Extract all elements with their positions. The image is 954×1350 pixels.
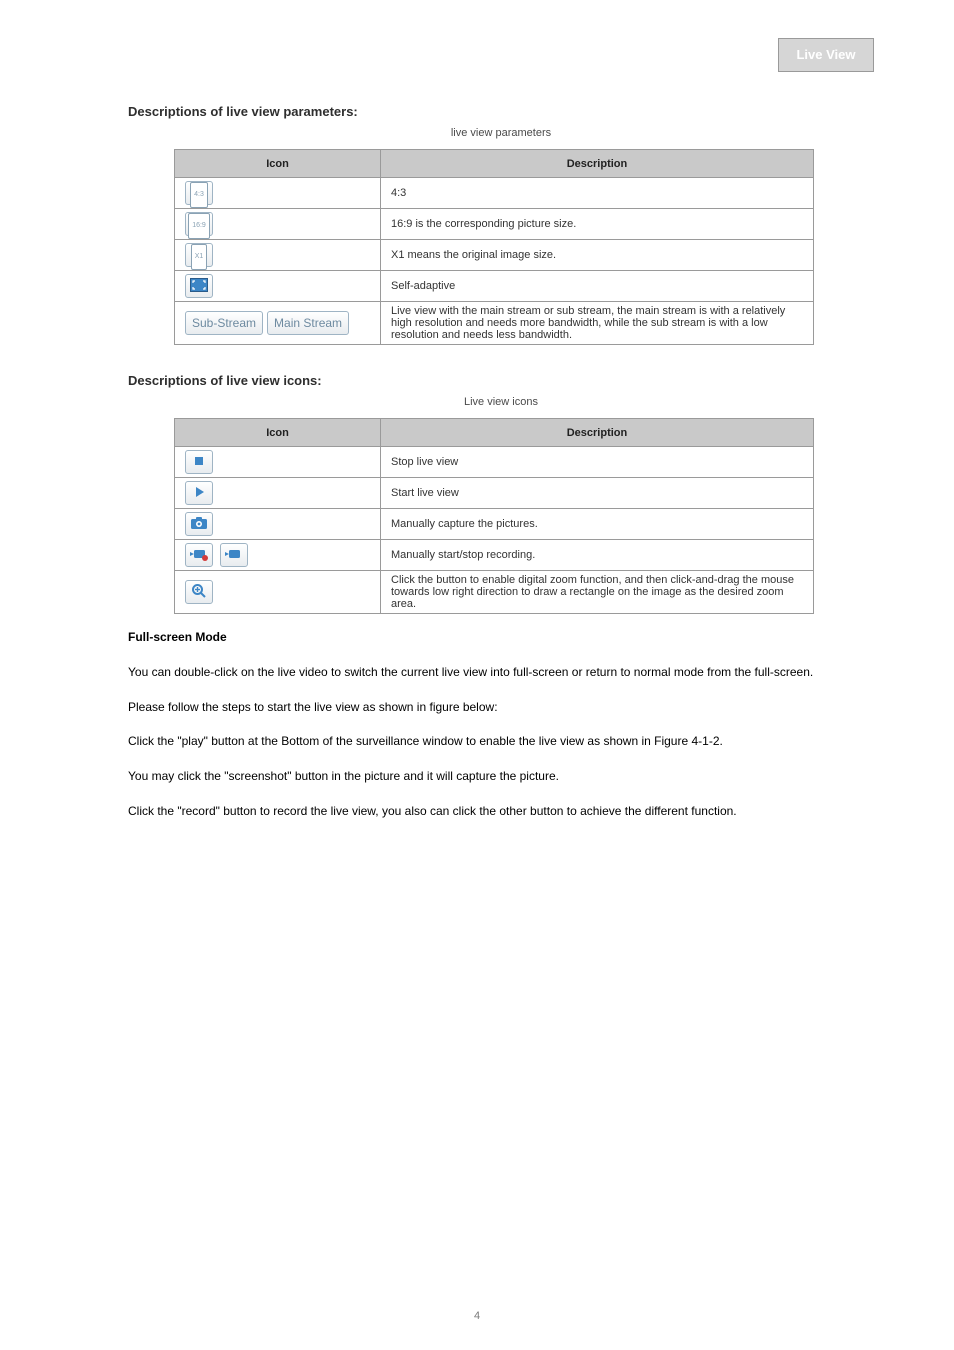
col-icon: Icon: [175, 419, 381, 447]
table-row: 4:3 4:3: [175, 178, 814, 209]
section2-table-title: Live view icons: [128, 396, 874, 408]
sub-stream-button[interactable]: Sub-Stream: [185, 311, 263, 335]
main-stream-button[interactable]: Main Stream: [267, 311, 349, 335]
desc-cell: Stop live view: [381, 447, 814, 478]
desc-cell: X1 means the original image size.: [381, 240, 814, 271]
ratio-4-3-label: 4:3: [190, 182, 208, 208]
ratio-4-3-button[interactable]: 4:3: [185, 181, 213, 205]
ratio-16-9-button[interactable]: 16:9: [185, 212, 213, 236]
table-row: 16:9 16:9 is the corresponding picture s…: [175, 209, 814, 240]
record-stop-button[interactable]: [220, 543, 248, 567]
original-size-label: X1: [191, 244, 208, 270]
section1-heading: Descriptions of live view parameters:: [128, 104, 874, 119]
fullscreen-paragraph: You can double-click on the live video t…: [128, 661, 874, 684]
record-start-button[interactable]: [185, 543, 213, 567]
desc-cell: Live view with the main stream or sub st…: [381, 302, 814, 345]
table-row: Click the button to enable digital zoom …: [175, 571, 814, 614]
section2-heading: Descriptions of live view icons:: [128, 373, 874, 388]
capture-button[interactable]: [185, 512, 213, 536]
magnifier-icon: [191, 583, 207, 599]
table-row: Sub-StreamMain Stream Live view with the…: [175, 302, 814, 345]
step-1: Click the "play" button at the Bottom of…: [128, 730, 874, 753]
table-header-row: Icon Description: [175, 150, 814, 178]
desc-cell: Click the button to enable digital zoom …: [381, 571, 814, 614]
stop-button[interactable]: [185, 450, 213, 474]
table-row: X1 X1 means the original image size.: [175, 240, 814, 271]
col-icon: Icon: [175, 150, 381, 178]
play-icon: [192, 485, 206, 499]
desc-cell: 16:9 is the corresponding picture size.: [381, 209, 814, 240]
play-button[interactable]: [185, 481, 213, 505]
page-header-box: Live View: [778, 38, 874, 72]
desc-cell: Start live view: [381, 478, 814, 509]
record-stop-icon: [224, 547, 244, 561]
table-header-row: Icon Description: [175, 419, 814, 447]
desc-cell: 4:3: [381, 178, 814, 209]
original-size-button[interactable]: X1: [185, 243, 213, 267]
table-row: Stop live view: [175, 447, 814, 478]
camera-icon: [190, 516, 208, 530]
step-3: Click the "record" button to record the …: [128, 800, 874, 823]
zoom-button[interactable]: [185, 580, 213, 604]
section1-table-title: live view parameters: [128, 127, 874, 139]
live-view-params-table: Icon Description 4:3 4:3 16:9 16:9: [174, 149, 814, 345]
stop-icon: [192, 454, 206, 468]
steps-intro: Please follow the steps to start the liv…: [128, 696, 874, 719]
fullscreen-mode-title: Full-screen Mode: [128, 630, 227, 644]
desc-cell: Manually start/stop recording.: [381, 540, 814, 571]
step-2: You may click the "screenshot" button in…: [128, 765, 874, 788]
desc-cell: Manually capture the pictures.: [381, 509, 814, 540]
live-view-icons-table: Icon Description Stop live view: [174, 418, 814, 614]
page: Live View Descriptions of live view para…: [0, 0, 954, 1350]
ratio-16-9-label: 16:9: [188, 213, 210, 239]
table-row: Start live view: [175, 478, 814, 509]
record-start-icon: [189, 547, 209, 561]
col-desc: Description: [381, 150, 814, 178]
self-adaptive-button[interactable]: [185, 274, 213, 298]
table-row: Manually start/stop recording.: [175, 540, 814, 571]
fullscreen-icon: [190, 278, 208, 292]
body-text: Full-screen Mode You can double-click on…: [128, 626, 874, 823]
desc-cell: Self-adaptive: [381, 271, 814, 302]
col-desc: Description: [381, 419, 814, 447]
table-row: Manually capture the pictures.: [175, 509, 814, 540]
page-number: 4: [0, 1310, 954, 1322]
table-row: Self-adaptive: [175, 271, 814, 302]
